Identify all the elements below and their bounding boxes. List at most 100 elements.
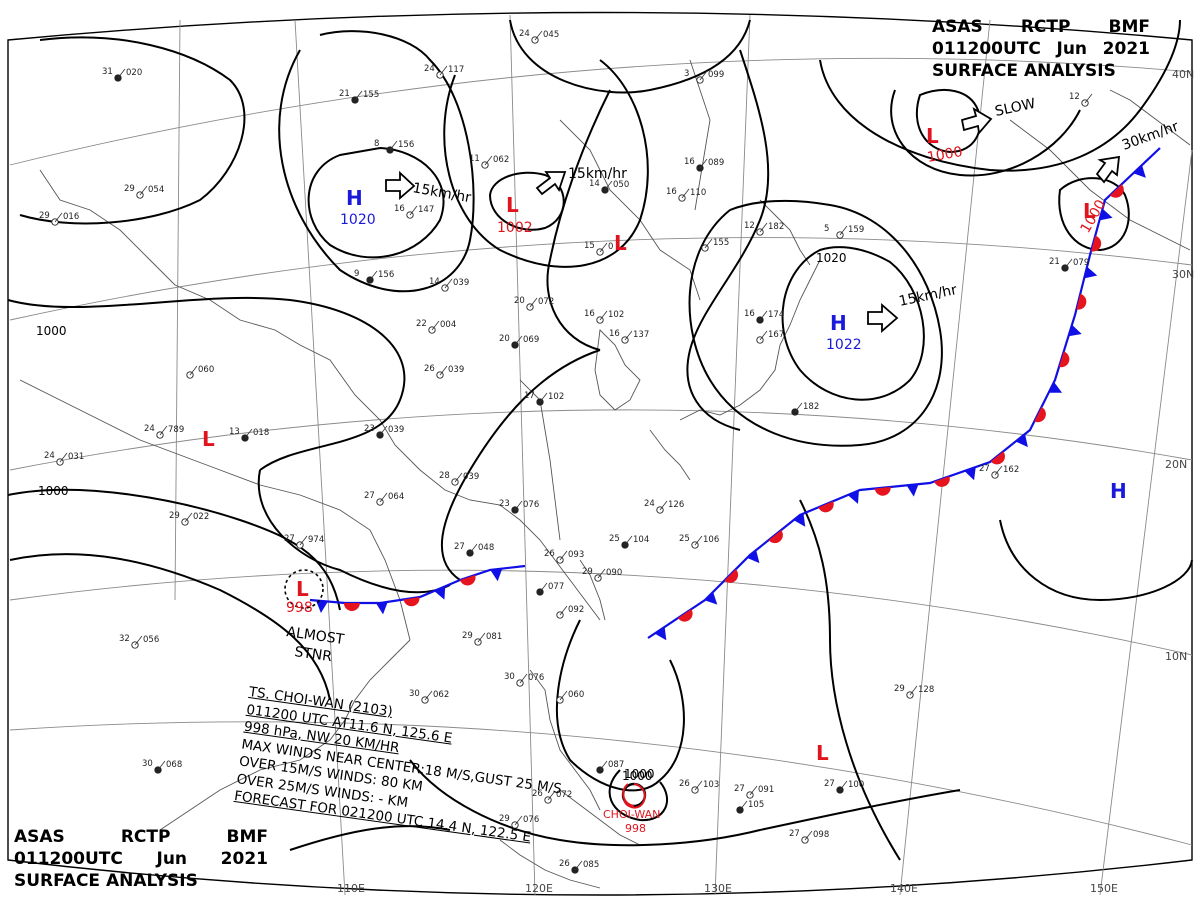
station-plot: 24 126 (644, 499, 684, 514)
front (309, 147, 1161, 641)
wind-barb (597, 568, 606, 579)
station-temperature: 21 (1049, 257, 1060, 267)
wind-barb (759, 222, 768, 233)
warm-front-semicircle (934, 476, 950, 487)
motion-arrow (867, 303, 899, 333)
station-temperature: 29 (39, 211, 50, 221)
station-pressure: 045 (543, 30, 559, 40)
station-temperature: 24 (424, 64, 435, 74)
cold-front-triangle (1015, 433, 1028, 448)
wind-barb (839, 780, 848, 791)
wind-barb (159, 425, 168, 436)
station-plot: 16 089 (684, 157, 724, 172)
isobar-label: 1000 (36, 324, 67, 338)
station-plot: 29 016 (39, 211, 79, 226)
station-pressure: 974 (308, 535, 324, 545)
station-pressure: 087 (608, 760, 624, 770)
warm-front-semicircle (1059, 351, 1070, 368)
station-pressure: 105 (748, 800, 764, 810)
motion-arrow (1095, 155, 1121, 184)
wind-barb (574, 860, 583, 871)
station-temperature: 25 (609, 534, 620, 544)
station-plot: 28 039 (439, 471, 479, 486)
station-plot: 17 102 (524, 391, 564, 406)
motion-arrow (535, 171, 567, 196)
station-temperature: 16 (684, 157, 695, 167)
station-plot: 20 069 (499, 334, 539, 349)
isobar (19, 36, 246, 225)
isobar (999, 519, 1193, 602)
station-pressure: 182 (803, 402, 819, 412)
wind-barb (439, 365, 448, 376)
header-bottom-left: ASAS RCTP BMF 011200UTC Jun 2021 SURFACE… (14, 826, 268, 892)
wind-barb (624, 330, 633, 341)
station-plot: 32 056 (119, 634, 159, 649)
station-plot: 14 050 (589, 179, 629, 194)
isobar (819, 19, 1181, 172)
station-temperature: 26 (559, 859, 570, 869)
map-frame (7, 11, 1193, 896)
header-year: 2021 (1102, 39, 1150, 59)
wind-barb (139, 185, 148, 196)
station-temperature: 26 (424, 364, 435, 374)
station-plot: 26 093 (544, 549, 584, 564)
station-pressure: 155 (713, 238, 729, 248)
wind-barb (604, 180, 613, 191)
wind-barb (409, 205, 418, 216)
station-temperature: 14 (429, 277, 440, 287)
wind-barb (354, 90, 363, 101)
longitude-label: 110E (337, 882, 365, 895)
header-agency: ASAS (14, 827, 65, 847)
high-center-value: 1020 (340, 212, 376, 228)
wind-barb (157, 760, 166, 771)
latitude-label: 40N (1172, 68, 1194, 81)
wind-barb (599, 310, 608, 321)
high-center-value: 1022 (826, 337, 862, 353)
warm-front-semicircle (818, 501, 834, 513)
station-pressure: 064 (388, 492, 404, 502)
station-temperature: 23 (499, 499, 510, 509)
station-plot: 24 045 (519, 29, 559, 44)
wind-barb (759, 330, 768, 341)
wind-barb (599, 242, 608, 253)
isobar (289, 825, 451, 851)
cold-front-triangle (1084, 266, 1098, 279)
low-center-value: 1002 (497, 220, 533, 236)
station-pressure: 062 (493, 155, 509, 165)
wind-barb (299, 535, 308, 546)
station-plot: 29 090 (582, 567, 622, 582)
wind-barb (439, 65, 448, 76)
wind-barb (624, 535, 633, 546)
cold-front-triangle (793, 513, 806, 527)
station-temperature: 16 (744, 309, 755, 319)
station-pressure: 789 (168, 425, 184, 435)
station-pressure: 062 (433, 690, 449, 700)
station-pressure: 081 (486, 632, 502, 642)
low-center-symbol: L (614, 231, 627, 255)
graticule (9, 14, 1193, 896)
station-temperature: 12 (1069, 92, 1080, 102)
wind-barb (699, 70, 708, 81)
longitude-label: 120E (525, 882, 553, 895)
station-pressure: 076 (523, 815, 539, 825)
wind-barb (839, 225, 848, 236)
isobar (440, 349, 601, 581)
station-pressure: 016 (63, 212, 79, 222)
station-plot: 060 (556, 690, 584, 704)
station-plot: 30 068 (142, 759, 182, 774)
cold-front-triangle (704, 591, 718, 605)
station-pressure: 039 (463, 472, 479, 482)
wind-barb (484, 155, 493, 166)
wind-barb (547, 790, 556, 801)
station-pressure: 100 (848, 780, 864, 790)
station-pressure: 0 (608, 242, 613, 252)
isobar (257, 469, 451, 594)
wind-barb (704, 238, 713, 249)
isobar (9, 553, 331, 701)
wind-barb (514, 500, 523, 511)
station-pressure: 128 (918, 685, 934, 695)
station-temperature: 29 (462, 631, 473, 641)
station-plot: 24 031 (44, 451, 84, 466)
station-plot: 24 789 (144, 424, 184, 439)
station-pressure: 102 (608, 310, 624, 320)
